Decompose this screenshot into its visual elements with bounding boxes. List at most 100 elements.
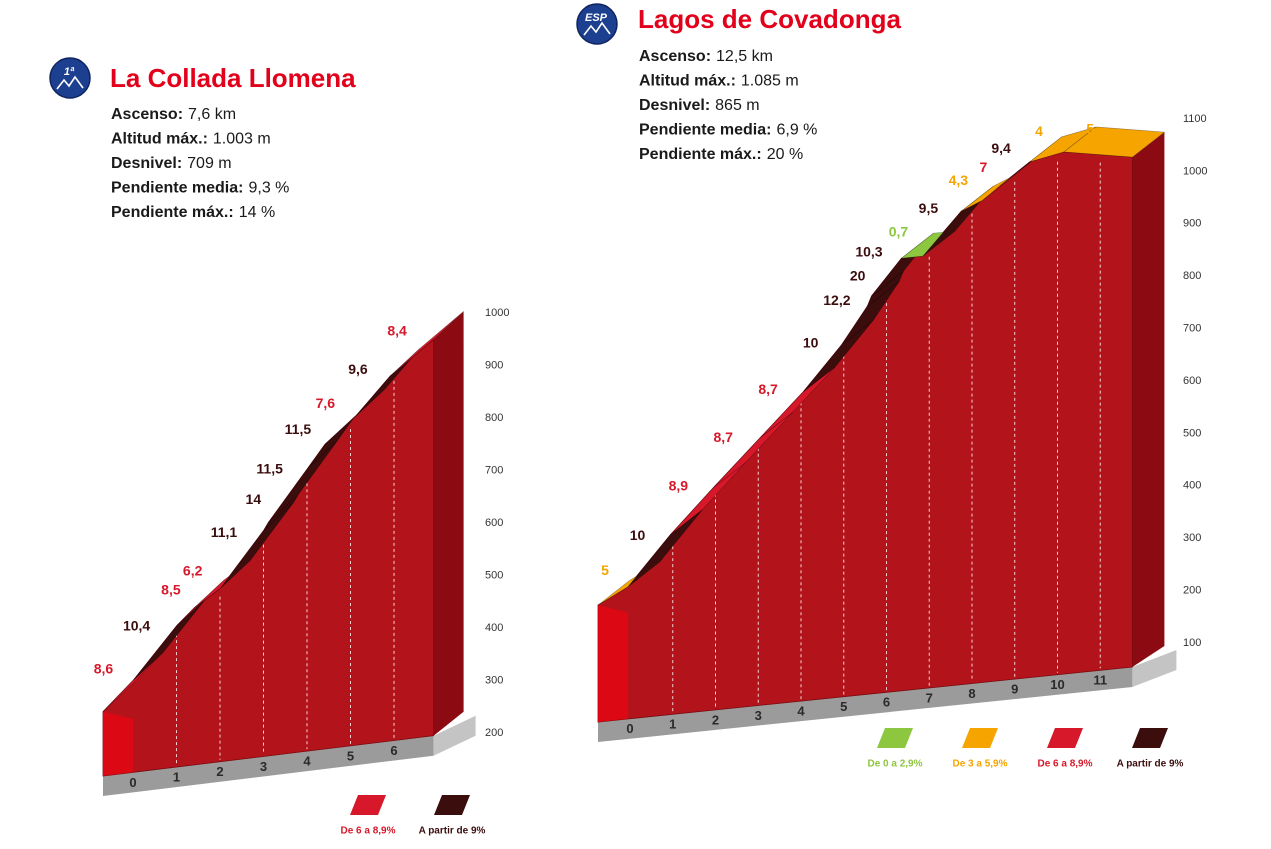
gradient-label: 11,1 [211,524,238,540]
x-tick-label: 2 [712,712,719,727]
base-front [598,667,1133,742]
y-tick-label: 500 [485,569,503,581]
x-tick-label: 6 [390,743,397,758]
badge-text: 1ª [64,66,75,78]
stat: Ascenso: 12,5 km [639,48,773,65]
gradient-label: 7 [980,159,988,175]
profile-start [598,605,628,722]
x-tick-label: 1 [669,717,676,732]
stat: Pendiente media: 9,3 % [111,180,289,197]
gradient-label: 10,3 [855,243,882,259]
gradient-label: 10 [803,334,819,350]
stat: Pendiente media: 6,9 % [639,122,817,139]
stat-label: Desnivel: [639,97,710,114]
gradient-label: 8,6 [94,661,114,677]
y-tick-label: 1000 [1183,165,1207,177]
x-tick-label: 1 [173,769,180,784]
stat-value: 1.085 m [741,73,799,90]
y-tick-label: 200 [485,727,503,739]
x-tick-label: 4 [797,704,805,719]
gradient-label: 9,5 [919,200,939,216]
legend-swatch [1047,728,1083,748]
y-tick-label: 1000 [485,307,509,319]
stat-value: 20 % [767,146,803,163]
base-side [1132,650,1177,687]
x-tick-label: 4 [303,754,311,769]
gradient-label: 11,5 [285,421,312,437]
legend-swatch [962,728,998,748]
segment [1063,126,1166,158]
x-tick-label: 6 [883,695,890,710]
y-tick-label: 400 [485,622,503,634]
badge [576,3,618,45]
legend-label: A partir de 9% [419,826,486,837]
stat: Ascenso: 7,6 km [111,106,236,123]
stat-value: 12,5 km [716,48,773,65]
x-tick-label: 8 [968,686,975,701]
legend-label: De 6 a 8,9% [1037,759,1092,770]
stat: Desnivel: 865 m [639,97,760,114]
x-tick-label: 9 [1011,682,1018,697]
stat: Desnivel: 709 m [111,155,232,172]
x-tick-label: 0 [626,721,633,736]
stat-value: 7,6 km [188,106,236,123]
y-tick-label: 600 [485,517,503,529]
base-side [433,715,476,756]
gradient-label: 8,9 [669,477,689,493]
x-tick-label: 7 [926,690,933,705]
stat-value: 6,9 % [776,122,817,139]
legend-label: De 3 a 5,9% [952,759,1007,770]
stat: Altitud máx.: 1.085 m [639,73,799,90]
legend-label: De 6 a 8,9% [340,826,395,837]
legend-label: De 0 a 2,9% [867,759,922,770]
stat-label: Pendiente máx.: [639,146,762,163]
side-face [433,311,464,736]
badge-icon [56,75,84,90]
gradient-label: 8,4 [387,323,407,339]
x-tick-label: 2 [216,764,223,779]
profile-start [103,711,133,776]
base-front [103,735,434,796]
stat-label: Pendiente media: [639,122,771,139]
y-tick-label: 600 [1183,375,1201,387]
x-tick-label: 3 [260,759,267,774]
gradient-label: 12,2 [823,292,850,308]
y-tick-label: 300 [485,674,503,686]
stat-value: 1.003 m [213,131,271,148]
x-tick-label: 11 [1093,673,1107,688]
y-tick-label: 800 [1183,270,1201,282]
y-tick-label: 700 [1183,323,1201,335]
y-tick-label: 200 [1183,585,1201,597]
gradient-label: 7,6 [316,395,336,411]
gradient-label: 8,7 [713,429,733,445]
profile-face [102,338,435,777]
y-tick-label: 400 [1183,480,1201,492]
y-tick-label: 900 [1183,218,1201,230]
x-tick-label: 5 [840,699,847,714]
y-tick-label: 300 [1183,532,1201,544]
x-tick-label: 0 [129,775,136,790]
x-tick-label: 5 [347,748,354,763]
stat-label: Altitud máx.: [639,73,736,90]
stat-label: Desnivel: [111,155,182,172]
gradient-label: 14 [246,491,262,507]
stat-value: 9,3 % [248,180,289,197]
stat-label: Ascenso: [111,106,183,123]
stat: Pendiente máx.: 14 % [111,204,275,221]
badge-icon [583,21,611,36]
gradient-label: 11,5 [256,460,283,476]
stat-label: Ascenso: [639,48,711,65]
gradient-label: 5 [601,562,609,578]
climb-title: Lagos de Covadonga [638,4,901,34]
gradient-label: 10,4 [123,618,150,634]
gradient-label: 0,7 [889,223,909,239]
climb-title: La Collada Llomena [110,63,356,93]
gradient-label: 9,6 [348,361,368,377]
legend-swatch [1132,728,1168,748]
gradient-label: 6,2 [183,563,203,579]
y-tick-label: 800 [485,412,503,424]
x-tick-label: 10 [1050,677,1064,692]
badge-text: ESP [585,12,608,24]
